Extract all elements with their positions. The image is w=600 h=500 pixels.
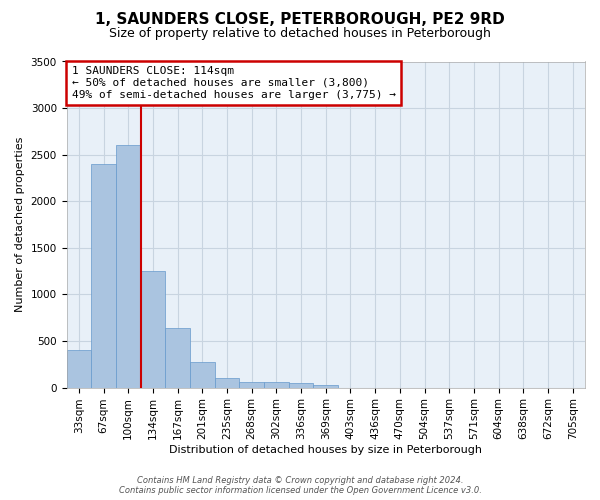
- Bar: [289, 384, 313, 388]
- Bar: [264, 382, 289, 388]
- Bar: [239, 382, 264, 388]
- Text: Contains HM Land Registry data © Crown copyright and database right 2024.
Contai: Contains HM Land Registry data © Crown c…: [119, 476, 481, 495]
- Text: Size of property relative to detached houses in Peterborough: Size of property relative to detached ho…: [109, 28, 491, 40]
- Bar: [67, 350, 91, 388]
- Text: 1 SAUNDERS CLOSE: 114sqm
← 50% of detached houses are smaller (3,800)
49% of sem: 1 SAUNDERS CLOSE: 114sqm ← 50% of detach…: [72, 66, 396, 100]
- Text: 1, SAUNDERS CLOSE, PETERBOROUGH, PE2 9RD: 1, SAUNDERS CLOSE, PETERBOROUGH, PE2 9RD: [95, 12, 505, 28]
- Bar: [190, 362, 215, 388]
- Bar: [165, 328, 190, 388]
- Bar: [116, 146, 140, 388]
- Y-axis label: Number of detached properties: Number of detached properties: [15, 137, 25, 312]
- X-axis label: Distribution of detached houses by size in Peterborough: Distribution of detached houses by size …: [169, 445, 482, 455]
- Bar: [313, 386, 338, 388]
- Bar: [140, 271, 165, 388]
- Bar: [91, 164, 116, 388]
- Bar: [215, 378, 239, 388]
